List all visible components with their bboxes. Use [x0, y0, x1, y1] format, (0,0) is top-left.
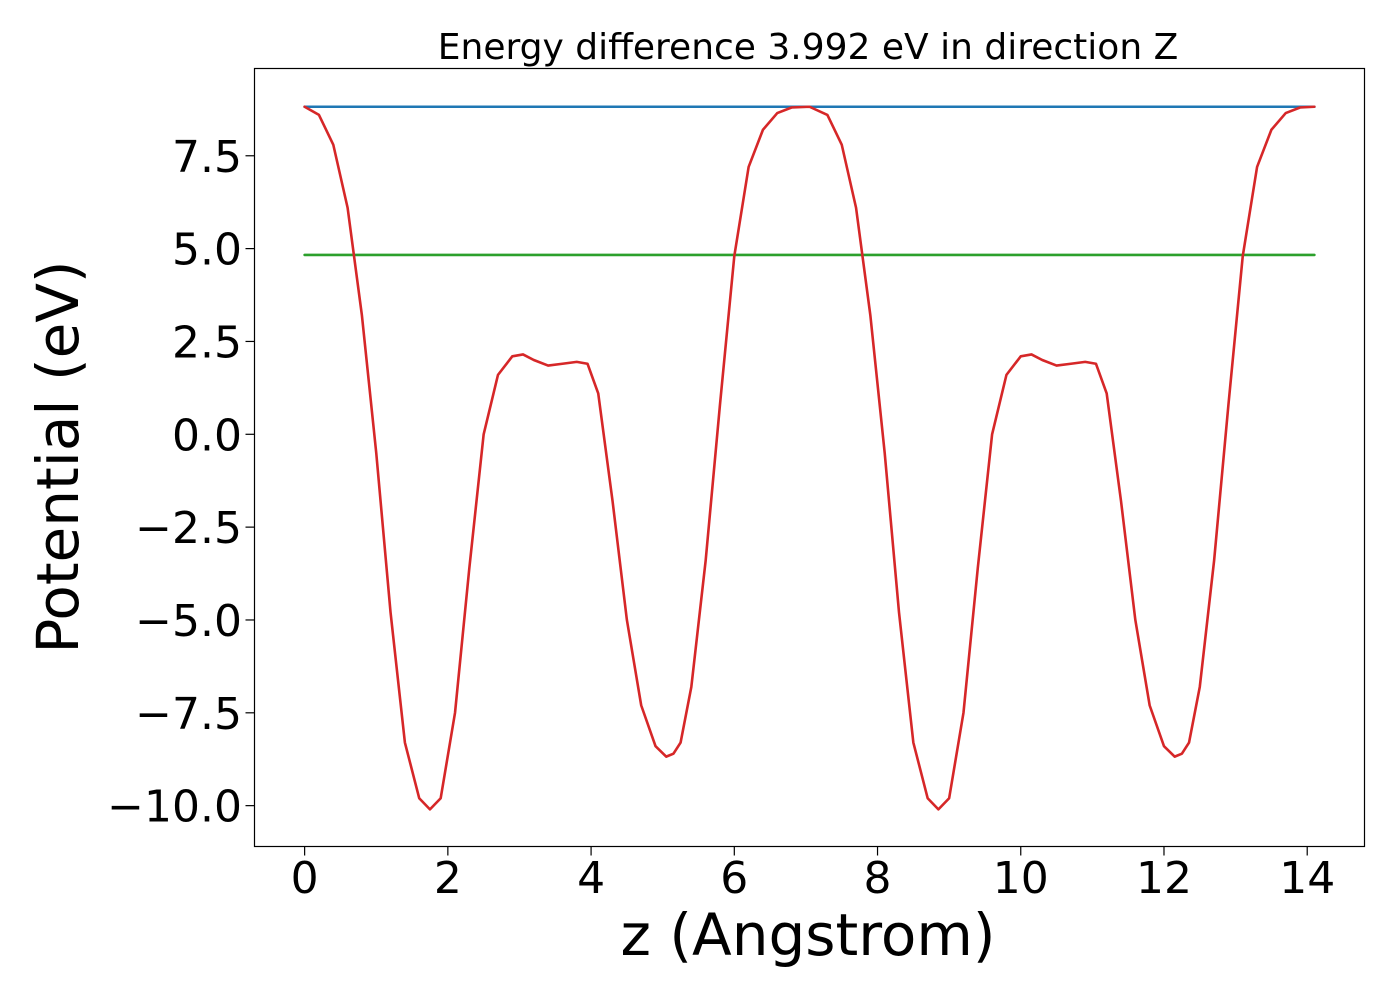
- y-axis-label: Potential (eV): [24, 260, 92, 653]
- y-tick-label: 7.5: [172, 132, 242, 183]
- x-tick-label: 6: [720, 853, 748, 904]
- x-tick-label: 14: [1279, 853, 1335, 904]
- x-tick-label: 2: [434, 853, 462, 904]
- y-tick-label: 2.5: [172, 317, 242, 368]
- y-tick-label: 5.0: [172, 225, 242, 276]
- x-tick-label: 8: [864, 853, 892, 904]
- y-tick-label: −2.5: [135, 503, 242, 554]
- plot-area: [303, 105, 1316, 811]
- x-axis: 0 2 4 6 8 10 12 14: [291, 846, 1335, 904]
- x-tick-label: 4: [577, 853, 605, 904]
- plot-frame: [253, 67, 1366, 848]
- y-tick-label: −7.5: [135, 689, 242, 740]
- y-axis: 7.5 5.0 2.5 0.0 −2.5 −5.0 −7.5 −10.0: [107, 132, 255, 833]
- x-tick-label: 0: [291, 853, 319, 904]
- x-axis-label: z (Angstrom): [621, 901, 996, 969]
- x-tick-label: 10: [993, 853, 1049, 904]
- series-line-3: [303, 105, 1316, 811]
- chart-title: Energy difference 3.992 eV in direction …: [438, 27, 1179, 68]
- y-tick-label: −10.0: [107, 782, 242, 833]
- y-tick-label: 0.0: [172, 410, 242, 461]
- y-tick-label: −5.0: [135, 596, 242, 647]
- x-tick-label: 12: [1136, 853, 1192, 904]
